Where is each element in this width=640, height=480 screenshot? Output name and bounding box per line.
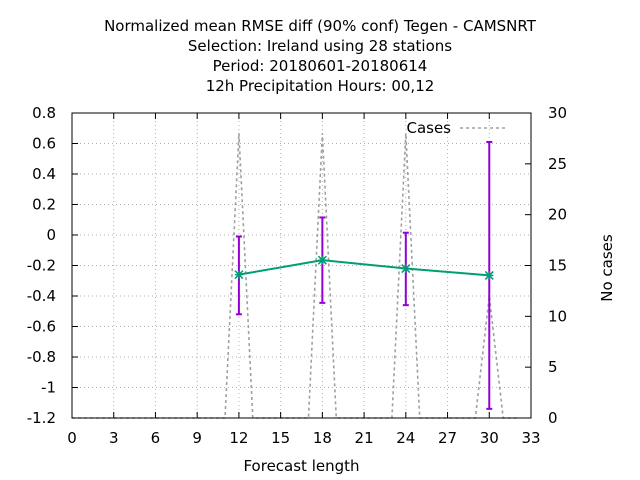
x-tick-label: 0 <box>67 429 77 447</box>
y-tick-label: 0.6 <box>32 135 56 153</box>
title-line-2: Selection: Ireland using 28 stations <box>188 37 452 55</box>
x-tick-label: 12 <box>229 429 248 447</box>
x-tick-label: 9 <box>192 429 202 447</box>
y-tick-label: 0 <box>46 226 56 244</box>
legend: Cases <box>406 119 506 137</box>
cases-line <box>72 133 518 419</box>
y-tick-label: 0.8 <box>32 104 56 122</box>
x-tick-label: 21 <box>355 429 374 447</box>
rmse-line <box>238 259 490 277</box>
cases-series <box>72 133 518 419</box>
x-tick-label: 30 <box>480 429 499 447</box>
grid <box>72 113 531 418</box>
x-tick-label: 33 <box>521 429 540 447</box>
y-tick-label: -0.2 <box>27 257 56 275</box>
y2-tick-label: 10 <box>548 307 567 325</box>
y-tick-label: -0.4 <box>27 287 56 305</box>
data-point <box>317 255 327 265</box>
y2-tick-label: 15 <box>548 257 567 275</box>
x-tick-label: 6 <box>151 429 161 447</box>
x-tick-label: 18 <box>313 429 332 447</box>
data-point <box>401 264 411 274</box>
title-line-1: Normalized mean RMSE diff (90% conf) Teg… <box>104 17 537 35</box>
y2-tick-label: 20 <box>548 206 567 224</box>
y2-axis-label: No cases <box>598 234 616 302</box>
y2-tick-label: 5 <box>548 358 558 376</box>
y2-tick-label: 0 <box>548 409 558 427</box>
x-axis-label: Forecast length <box>243 457 359 475</box>
y-tick-label: 0.2 <box>32 196 56 214</box>
y-tick-label: -1 <box>41 379 56 397</box>
y-tick-label: 0.4 <box>32 165 56 183</box>
x-tick-label: 3 <box>109 429 119 447</box>
y-tick-label: -0.8 <box>27 348 56 366</box>
data-point <box>484 270 494 280</box>
x-tick-label: 15 <box>271 429 290 447</box>
data-point <box>234 270 244 280</box>
axes: 0 3 6 9 12 15 18 21 24 27 30 33 -1.2 -1 -0.8 -0.6 -0.4 -0… <box>27 104 567 447</box>
y2-tick-label: 25 <box>548 155 567 173</box>
x-tick-label: 27 <box>438 429 457 447</box>
y-tick-label: -0.6 <box>27 318 56 336</box>
rmse-series <box>234 140 494 410</box>
chart-title: Normalized mean RMSE diff (90% conf) Teg… <box>104 17 537 95</box>
title-line-4: 12h Precipitation Hours: 00,12 <box>206 77 435 95</box>
y2-tick-label: 30 <box>548 104 567 122</box>
x-tick-label: 24 <box>396 429 415 447</box>
title-line-3: Period: 20180601-20180614 <box>213 57 428 75</box>
legend-cases-label: Cases <box>406 119 451 137</box>
y-tick-label: -1.2 <box>27 409 56 427</box>
